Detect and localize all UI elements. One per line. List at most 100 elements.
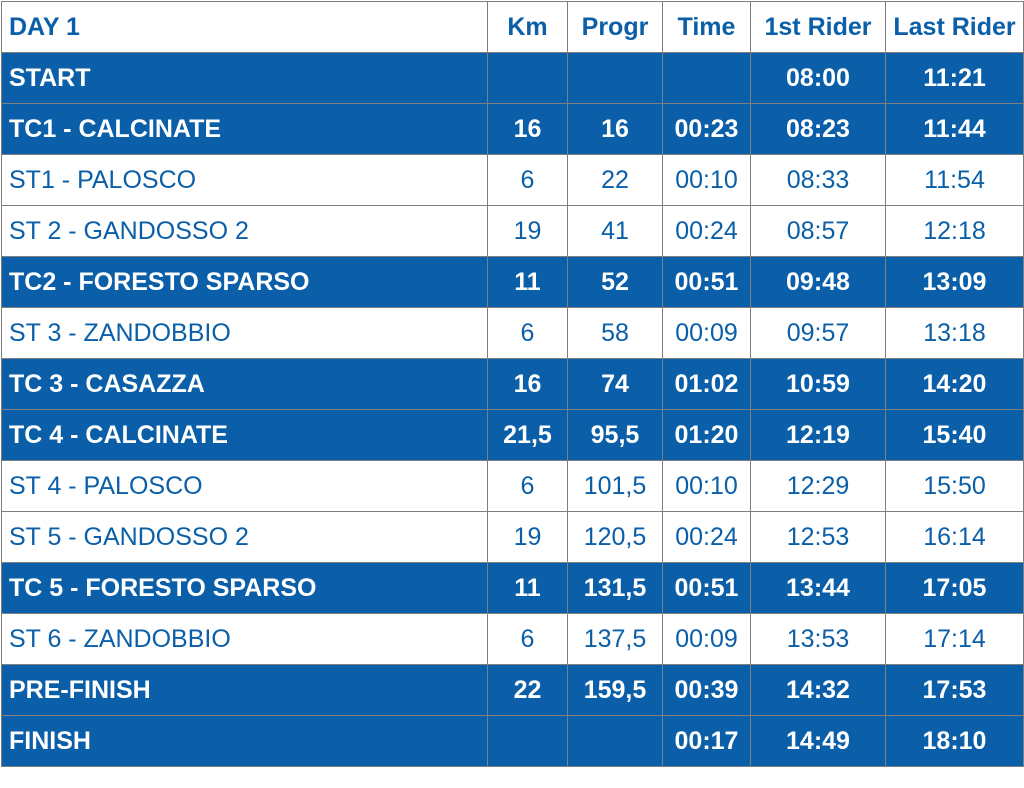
table-row: ST 4 - PALOSCO 6 101,5 00:10 12:29 15:50 <box>1 460 1024 512</box>
col-header-time: Time <box>662 1 751 53</box>
time-cell: 00:10 <box>662 154 751 206</box>
progr-cell: 137,5 <box>567 613 663 665</box>
time-cell: 00:51 <box>662 256 751 308</box>
stage-name: TC2 - FORESTO SPARSO <box>1 256 488 308</box>
table-row: PRE-FINISH 22 159,5 00:39 14:32 17:53 <box>1 664 1024 716</box>
table-row: ST1 - PALOSCO 6 22 00:10 08:33 11:54 <box>1 154 1024 206</box>
table-row: TC 3 - CASAZZA 16 74 01:02 10:59 14:20 <box>1 358 1024 410</box>
last-rider-cell: 11:21 <box>885 52 1024 104</box>
progr-cell: 120,5 <box>567 511 663 563</box>
progr-cell: 95,5 <box>567 409 663 461</box>
km-cell: 6 <box>487 307 568 359</box>
progr-cell <box>567 52 663 104</box>
col-header-last-rider: Last Rider <box>885 1 1024 53</box>
last-rider-cell: 17:14 <box>885 613 1024 665</box>
table-row: ST 2 - GANDOSSO 2 19 41 00:24 08:57 12:18 <box>1 205 1024 257</box>
col-header-km: Km <box>487 1 568 53</box>
first-rider-cell: 13:53 <box>750 613 886 665</box>
km-cell: 6 <box>487 154 568 206</box>
first-rider-cell: 08:57 <box>750 205 886 257</box>
table-row: START 08:00 11:21 <box>1 52 1024 104</box>
table-row: TC 4 - CALCINATE 21,5 95,5 01:20 12:19 15:40 <box>1 409 1024 461</box>
last-rider-cell: 12:18 <box>885 205 1024 257</box>
km-cell: 22 <box>487 664 568 716</box>
first-rider-cell: 09:48 <box>750 256 886 308</box>
stage-name: START <box>1 52 488 104</box>
col-header-progr: Progr <box>567 1 663 53</box>
stage-name: ST 4 - PALOSCO <box>1 460 488 512</box>
km-cell: 6 <box>487 460 568 512</box>
progr-cell: 159,5 <box>567 664 663 716</box>
stage-name: TC 4 - CALCINATE <box>1 409 488 461</box>
table-row: ST 6 - ZANDOBBIO 6 137,5 00:09 13:53 17:14 <box>1 613 1024 665</box>
stage-name: ST 5 - GANDOSSO 2 <box>1 511 488 563</box>
first-rider-cell: 08:23 <box>750 103 886 155</box>
schedule-table: DAY 1 Km Progr Time 1st Rider Last Rider… <box>1 1 1024 767</box>
last-rider-cell: 17:53 <box>885 664 1024 716</box>
stage-name: TC1 - CALCINATE <box>1 103 488 155</box>
first-rider-cell: 12:29 <box>750 460 886 512</box>
last-rider-cell: 17:05 <box>885 562 1024 614</box>
progr-cell: 74 <box>567 358 663 410</box>
time-cell: 00:09 <box>662 307 751 359</box>
day-title: DAY 1 <box>1 1 488 53</box>
time-cell: 01:02 <box>662 358 751 410</box>
stage-name: PRE-FINISH <box>1 664 488 716</box>
table-row: TC 5 - FORESTO SPARSO 11 131,5 00:51 13:44 17… <box>1 562 1024 614</box>
table-row: FINISH 00:17 14:49 18:10 <box>1 715 1024 767</box>
last-rider-cell: 13:18 <box>885 307 1024 359</box>
km-cell: 19 <box>487 205 568 257</box>
stage-name: ST1 - PALOSCO <box>1 154 488 206</box>
last-rider-cell: 18:10 <box>885 715 1024 767</box>
km-cell <box>487 715 568 767</box>
stage-name: FINISH <box>1 715 488 767</box>
progr-cell: 22 <box>567 154 663 206</box>
km-cell: 16 <box>487 103 568 155</box>
time-cell: 01:20 <box>662 409 751 461</box>
stage-name: TC 5 - FORESTO SPARSO <box>1 562 488 614</box>
km-cell: 19 <box>487 511 568 563</box>
last-rider-cell: 11:54 <box>885 154 1024 206</box>
first-rider-cell: 13:44 <box>750 562 886 614</box>
stage-name: ST 3 - ZANDOBBIO <box>1 307 488 359</box>
table-row: TC2 - FORESTO SPARSO 11 52 00:51 09:48 13:09 <box>1 256 1024 308</box>
last-rider-cell: 15:40 <box>885 409 1024 461</box>
km-cell: 11 <box>487 256 568 308</box>
first-rider-cell: 14:49 <box>750 715 886 767</box>
last-rider-cell: 14:20 <box>885 358 1024 410</box>
first-rider-cell: 09:57 <box>750 307 886 359</box>
first-rider-cell: 08:33 <box>750 154 886 206</box>
last-rider-cell: 15:50 <box>885 460 1024 512</box>
time-cell: 00:24 <box>662 205 751 257</box>
table-row: TC1 - CALCINATE 16 16 00:23 08:23 11:44 <box>1 103 1024 155</box>
stage-name: TC 3 - CASAZZA <box>1 358 488 410</box>
last-rider-cell: 11:44 <box>885 103 1024 155</box>
time-cell: 00:39 <box>662 664 751 716</box>
progr-cell: 16 <box>567 103 663 155</box>
progr-cell: 52 <box>567 256 663 308</box>
progr-cell: 58 <box>567 307 663 359</box>
time-cell: 00:10 <box>662 460 751 512</box>
stage-name: ST 2 - GANDOSSO 2 <box>1 205 488 257</box>
table-row: ST 5 - GANDOSSO 2 19 120,5 00:24 12:53 16:14 <box>1 511 1024 563</box>
progr-cell: 131,5 <box>567 562 663 614</box>
time-cell: 00:24 <box>662 511 751 563</box>
time-cell: 00:23 <box>662 103 751 155</box>
time-cell: 00:51 <box>662 562 751 614</box>
progr-cell: 41 <box>567 205 663 257</box>
km-cell <box>487 52 568 104</box>
stage-name: ST 6 - ZANDOBBIO <box>1 613 488 665</box>
first-rider-cell: 12:53 <box>750 511 886 563</box>
col-header-first-rider: 1st Rider <box>750 1 886 53</box>
km-cell: 11 <box>487 562 568 614</box>
time-cell <box>662 52 751 104</box>
first-rider-cell: 10:59 <box>750 358 886 410</box>
time-cell: 00:09 <box>662 613 751 665</box>
last-rider-cell: 16:14 <box>885 511 1024 563</box>
km-cell: 6 <box>487 613 568 665</box>
first-rider-cell: 14:32 <box>750 664 886 716</box>
km-cell: 16 <box>487 358 568 410</box>
first-rider-cell: 08:00 <box>750 52 886 104</box>
progr-cell <box>567 715 663 767</box>
km-cell: 21,5 <box>487 409 568 461</box>
